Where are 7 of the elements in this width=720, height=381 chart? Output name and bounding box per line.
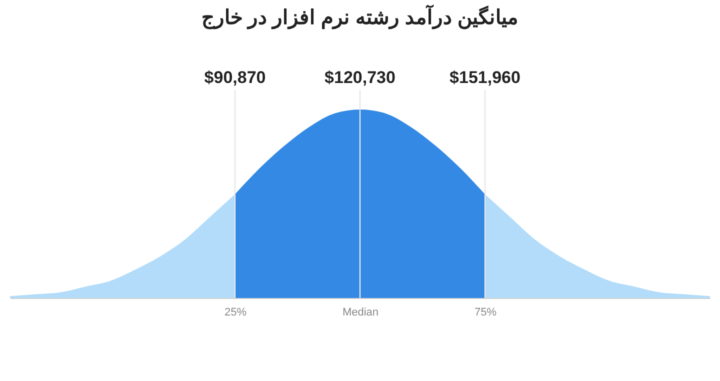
x-tick-label: 75% (474, 306, 497, 318)
ref-line-label: $90,870 (204, 68, 266, 87)
x-tick-label: Median (342, 306, 379, 318)
ref-line-label: $120,730 (324, 68, 396, 87)
x-tick-label: 25% (224, 306, 247, 318)
ref-line-label: $151,960 (450, 68, 520, 87)
chart-title: میانگین درآمد رشته نرم افزار در خارج (201, 4, 519, 30)
